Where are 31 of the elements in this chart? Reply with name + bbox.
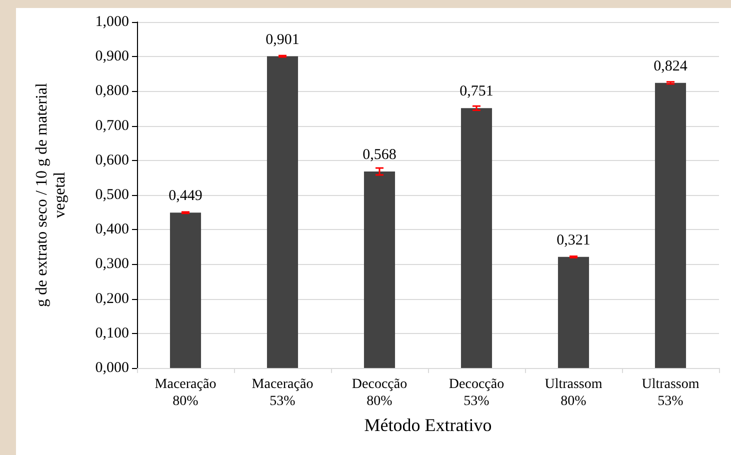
data-label: 0,901: [266, 32, 300, 48]
y-tick-label: 0,700: [95, 118, 129, 134]
bar: [558, 256, 590, 368]
y-tick-label: 0,000: [95, 360, 129, 376]
bar: [364, 171, 396, 368]
bar: [654, 82, 686, 368]
data-label: 0,449: [168, 188, 202, 204]
y-tick-label: 0,800: [95, 83, 129, 100]
x-tick-label: Maceração 80%: [154, 377, 216, 409]
y-tick-label: 0,500: [95, 187, 129, 203]
x-tick-label: Ultrassom 53%: [642, 377, 700, 409]
x-tick-label: Maceração 53%: [252, 377, 314, 409]
y-tick-label: 1,000: [95, 14, 129, 30]
y-tick-label: 0,900: [95, 48, 129, 65]
x-tick-label: Decocção 53%: [448, 377, 504, 409]
y-tick-label: 0,200: [95, 290, 129, 307]
data-label: 0,751: [460, 84, 494, 100]
bar: [266, 56, 298, 368]
x-axis-title: Método Extrativo: [364, 415, 492, 435]
bar: [170, 212, 202, 368]
x-tick-label: Ultrassom 80%: [544, 377, 602, 409]
y-tick-label: 0,600: [95, 152, 129, 168]
y-tick-label: 0,100: [95, 325, 129, 342]
data-label: 0,568: [362, 146, 396, 163]
data-label: 0,824: [654, 58, 688, 74]
data-label: 0,321: [556, 232, 590, 248]
x-tick-label: Decocção 80%: [352, 377, 408, 409]
bar: [460, 108, 492, 368]
y-tick-label: 0,400: [95, 222, 129, 238]
y-tick-label: 0,300: [95, 256, 129, 272]
y-axis-title: g de extrato seco / 10 g de material vegetal: [34, 82, 68, 307]
